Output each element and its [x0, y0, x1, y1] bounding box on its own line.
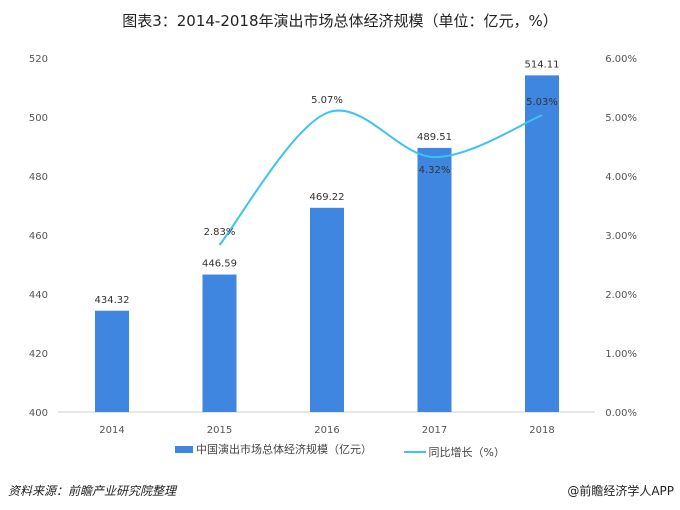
y-tick-label: 480 [29, 172, 48, 183]
line-label: 4.32% [419, 165, 451, 176]
legend-item-bar: 中国演出市场总体经济规模（亿元） [175, 441, 372, 457]
bar-label: 446.59 [202, 259, 237, 270]
x-tick-label: 2017 [422, 425, 447, 436]
line-label: 5.07% [311, 95, 343, 106]
y2-tick-label: 5.00% [605, 113, 637, 124]
legend-item-line: 同比增长（%） [403, 444, 505, 460]
bar-label: 469.22 [310, 192, 345, 203]
y2-tick-label: 2.00% [605, 290, 637, 301]
bar-label: 514.11 [525, 59, 560, 70]
chart-plot: 400 420 440 460 480 500 520 0.00% 1.00% 2.00% 3.00… [29, 54, 637, 436]
legend-bar-label: 中国演出市场总体经济规模（亿元） [196, 443, 373, 456]
y-tick-label: 420 [29, 349, 48, 360]
legend-bar-swatch [175, 445, 194, 453]
growth-line [218, 109, 543, 246]
y2-tick-label: 3.00% [605, 231, 637, 242]
y2-tick-label: 6.00% [605, 54, 637, 65]
y2-tick-label: 4.00% [605, 172, 637, 183]
x-tick-label: 2018 [529, 425, 554, 436]
source-note: 资料来源：前瞻产业研究院整理 [8, 484, 177, 498]
legend-line-swatch [403, 450, 426, 453]
bar-label: 434.32 [95, 295, 130, 306]
y2-tick-label: 1.00% [605, 349, 637, 360]
y-tick-label: 460 [29, 231, 48, 242]
bar [95, 310, 129, 412]
x-tick-label: 2016 [314, 425, 339, 436]
bar [202, 274, 237, 412]
y-tick-label: 500 [29, 113, 48, 124]
legend-line-label: 同比增长（%） [428, 445, 505, 459]
line-label: 2.83% [204, 227, 236, 238]
bar-label: 489.51 [417, 132, 452, 143]
y-tick-label: 440 [29, 290, 48, 301]
chart-title: 图表3：2014-2018年演出市场总体经济规模（单位：亿元，%） [122, 12, 558, 30]
legend: 中国演出市场总体经济规模（亿元） 同比增长（%） [0, 441, 680, 460]
line-label: 5.03% [526, 97, 558, 108]
brand-note: @前瞻经济学人APP [567, 484, 674, 498]
bar [417, 147, 452, 412]
x-tick-label: 2014 [99, 425, 124, 436]
x-tick-label: 2015 [207, 425, 232, 436]
bar [525, 75, 559, 413]
y-tick-label: 400 [29, 408, 48, 419]
y-tick-label: 520 [29, 54, 48, 65]
y2-tick-label: 0.00% [605, 408, 637, 419]
bar [310, 207, 344, 412]
